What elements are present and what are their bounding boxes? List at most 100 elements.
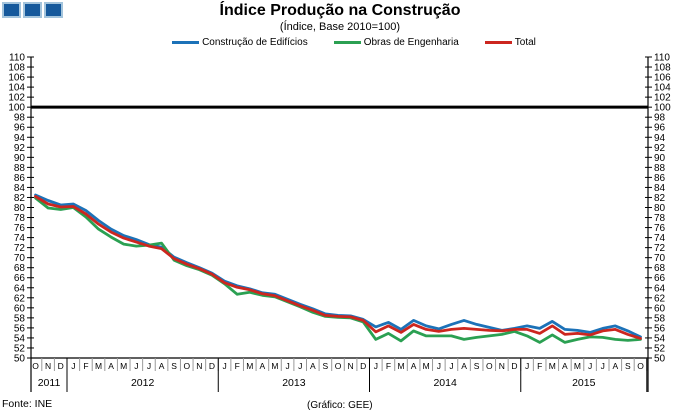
svg-text:58: 58 [14,313,26,324]
svg-text:78: 78 [14,213,26,224]
footer-credit: (Gráfico: GEE) [307,400,373,411]
svg-text:52: 52 [14,343,26,354]
svg-text:F: F [83,361,88,371]
svg-text:F: F [235,361,240,371]
svg-text:88: 88 [654,163,666,174]
svg-text:94: 94 [654,133,666,144]
svg-text:70: 70 [654,253,666,264]
svg-text:64: 64 [654,283,666,294]
svg-text:A: A [411,361,417,371]
svg-text:54: 54 [14,333,26,344]
svg-text:O: O [32,361,39,371]
svg-text:F: F [386,361,391,371]
svg-text:106: 106 [8,73,25,84]
svg-text:78: 78 [654,213,666,224]
svg-text:2014: 2014 [433,377,457,389]
svg-text:J: J [134,361,138,371]
svg-text:92: 92 [654,143,666,154]
svg-text:60: 60 [14,303,26,314]
svg-text:64: 64 [14,283,26,294]
svg-text:98: 98 [14,113,26,124]
svg-text:54: 54 [654,333,666,344]
svg-text:M: M [397,361,404,371]
svg-text:O: O [486,361,493,371]
svg-text:J: J [147,361,151,371]
svg-text:J: J [71,361,75,371]
svg-text:70: 70 [14,253,26,264]
svg-text:68: 68 [14,263,26,274]
legend-label-edificios: Construção de Edifícios [202,37,308,48]
y-ticks [27,56,652,359]
axes [30,57,649,392]
svg-text:S: S [474,361,480,371]
y-axis-labels-left: 5052545658606264666870727476788082848688… [8,53,25,365]
svg-text:A: A [310,361,316,371]
svg-text:J: J [588,361,592,371]
svg-text:M: M [271,361,278,371]
svg-text:A: A [612,361,618,371]
svg-text:2012: 2012 [131,377,155,389]
logo-square-1 [2,2,21,18]
svg-text:A: A [260,361,266,371]
svg-text:50: 50 [14,354,26,365]
svg-text:66: 66 [654,273,666,284]
svg-text:100: 100 [8,103,25,114]
svg-text:J: J [525,361,529,371]
svg-text:102: 102 [8,93,25,104]
svg-text:J: J [285,361,289,371]
svg-text:90: 90 [14,153,26,164]
svg-text:108: 108 [654,63,671,74]
svg-text:J: J [374,361,378,371]
svg-text:96: 96 [14,123,26,134]
svg-text:100: 100 [654,103,671,114]
legend-swatch-edificios [172,41,200,44]
svg-text:O: O [335,361,342,371]
svg-text:88: 88 [14,163,26,174]
legend-label-total: Total [514,37,536,48]
series-line-2 [34,195,642,340]
legend-item-engenharia: Obras de Engenharia [333,37,459,48]
series-line-1 [34,196,642,344]
svg-text:104: 104 [8,83,25,94]
svg-text:90: 90 [654,153,666,164]
svg-text:A: A [108,361,114,371]
svg-text:2015: 2015 [572,377,596,389]
svg-text:D: D [58,361,64,371]
svg-text:106: 106 [654,73,671,84]
svg-text:J: J [449,361,453,371]
svg-text:A: A [159,361,165,371]
svg-text:62: 62 [14,293,26,304]
svg-text:80: 80 [654,203,666,214]
footer-source: Fonte: INE [2,398,53,410]
svg-text:76: 76 [14,223,26,234]
svg-text:2011: 2011 [38,377,61,389]
svg-text:86: 86 [14,173,26,184]
svg-text:N: N [196,361,202,371]
svg-text:D: D [360,361,366,371]
svg-text:M: M [95,361,102,371]
svg-text:74: 74 [14,233,26,244]
svg-text:M: M [549,361,556,371]
svg-text:N: N [348,361,354,371]
svg-text:M: M [246,361,253,371]
svg-text:86: 86 [654,173,666,184]
legend-item-total: Total [484,37,536,48]
svg-text:50: 50 [654,354,666,365]
legend-swatch-engenharia [333,41,361,44]
svg-text:J: J [601,361,605,371]
logo [2,2,63,18]
page-subtitle: (Índice, Base 2010=100) [279,21,401,33]
svg-text:104: 104 [654,83,671,94]
svg-text:68: 68 [654,263,666,274]
svg-text:M: M [574,361,581,371]
x-axis-years: 2011 2012 2013 2014 2015 [38,358,648,392]
legend-item-edificios: Construção de Edifícios [172,37,308,48]
svg-text:N: N [499,361,505,371]
svg-text:72: 72 [14,243,26,254]
svg-text:S: S [171,361,177,371]
logo-square-2 [23,2,42,18]
svg-text:56: 56 [654,323,666,334]
svg-text:D: D [511,361,517,371]
svg-text:98: 98 [654,113,666,124]
